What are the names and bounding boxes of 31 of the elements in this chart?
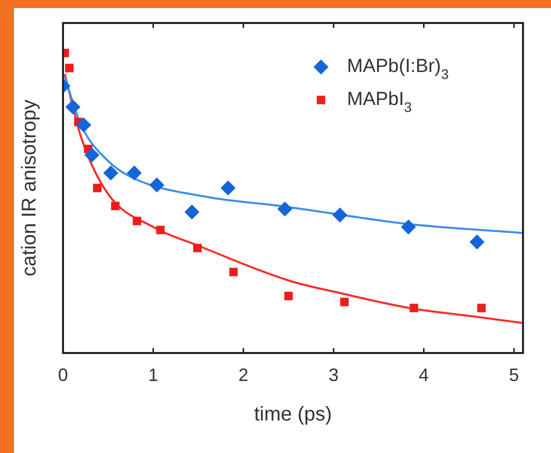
point [284, 292, 293, 300]
x-tick-label: 1 [148, 364, 158, 385]
point [470, 234, 484, 250]
point [400, 220, 416, 234]
x-tick-label: 0 [58, 364, 68, 385]
x-axis-title: time (ps) [254, 404, 332, 426]
point [149, 178, 164, 192]
point [84, 148, 100, 162]
point [410, 304, 418, 312]
point [193, 244, 202, 252]
x-tick-label: 2 [238, 364, 248, 385]
point [76, 118, 92, 132]
point [477, 304, 486, 312]
x-tick-label: 3 [328, 364, 339, 385]
y-axis-title: cation IR anisotropy [18, 100, 41, 276]
point [103, 166, 118, 180]
x-tick-label: 5 [508, 364, 519, 385]
point [184, 204, 200, 220]
x-tick-label: 4 [418, 364, 429, 385]
point [65, 100, 80, 114]
point [229, 268, 238, 276]
point [65, 64, 74, 72]
point [126, 166, 142, 180]
point [93, 184, 102, 192]
point [111, 202, 120, 210]
point [332, 208, 348, 222]
point [277, 202, 292, 216]
point [220, 180, 236, 196]
point [156, 226, 165, 234]
point [132, 216, 142, 226]
point [340, 298, 349, 306]
